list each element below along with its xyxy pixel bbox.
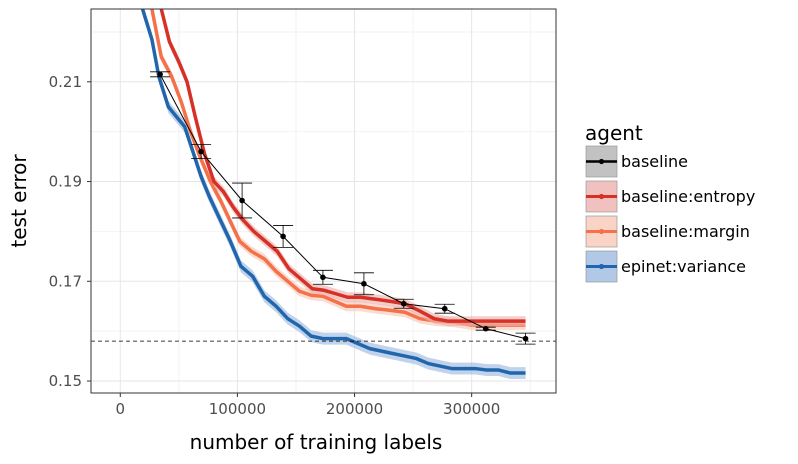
baseline-point (280, 233, 286, 240)
baseline-point (400, 300, 407, 307)
baseline-point (239, 197, 245, 204)
y-tick-label: 0.15 (49, 372, 82, 390)
legend-key-point-baseline-entropy (598, 193, 605, 200)
legend-title: agent (585, 121, 643, 145)
legend-label-baseline-entropy: baseline:entropy (621, 187, 755, 206)
x-tick-label: 100000 (209, 400, 266, 418)
baseline-margin-line (150, 9, 526, 327)
y-tick-label: 0.19 (49, 173, 82, 191)
legend-key-point-epinet-variance (598, 263, 605, 270)
baseline-entropy-line (159, 9, 526, 323)
legend: agent baseline baseline:entropy baseline:m… (585, 121, 755, 283)
baseline-point (198, 148, 204, 155)
major-grid (91, 9, 556, 393)
y-tick-label: 0.21 (49, 73, 82, 91)
y-tick-label: 0.17 (49, 272, 82, 290)
plot-layer (91, 9, 556, 380)
baseline-point (522, 335, 529, 342)
y-axis-title: test error (7, 154, 31, 248)
x-tick-label: 300000 (443, 400, 500, 418)
baseline-point (441, 305, 448, 312)
legend-label-epinet-variance: epinet:variance (621, 257, 746, 276)
plot-border (90, 8, 557, 394)
baseline-line (159, 74, 526, 340)
x-tick-label: 200000 (326, 400, 383, 418)
baseline-point (157, 71, 163, 78)
baseline-margin-band (151, 9, 526, 331)
epinet-variance-line (140, 9, 526, 375)
legend-label-baseline: baseline (621, 152, 688, 171)
x-tick-label: 0 (116, 400, 126, 418)
legend-key-point-baseline-margin (598, 228, 605, 235)
baseline-point (320, 274, 326, 281)
baseline-point (361, 280, 367, 287)
legend-label-baseline-margin: baseline:margin (621, 222, 750, 241)
legend-key-point-baseline (598, 158, 605, 165)
axes: 0 100000 200000 300000 0.15 0.17 0.19 0.21 (49, 73, 501, 418)
x-axis-title: number of training labels (190, 430, 443, 454)
baseline-point (482, 325, 489, 332)
